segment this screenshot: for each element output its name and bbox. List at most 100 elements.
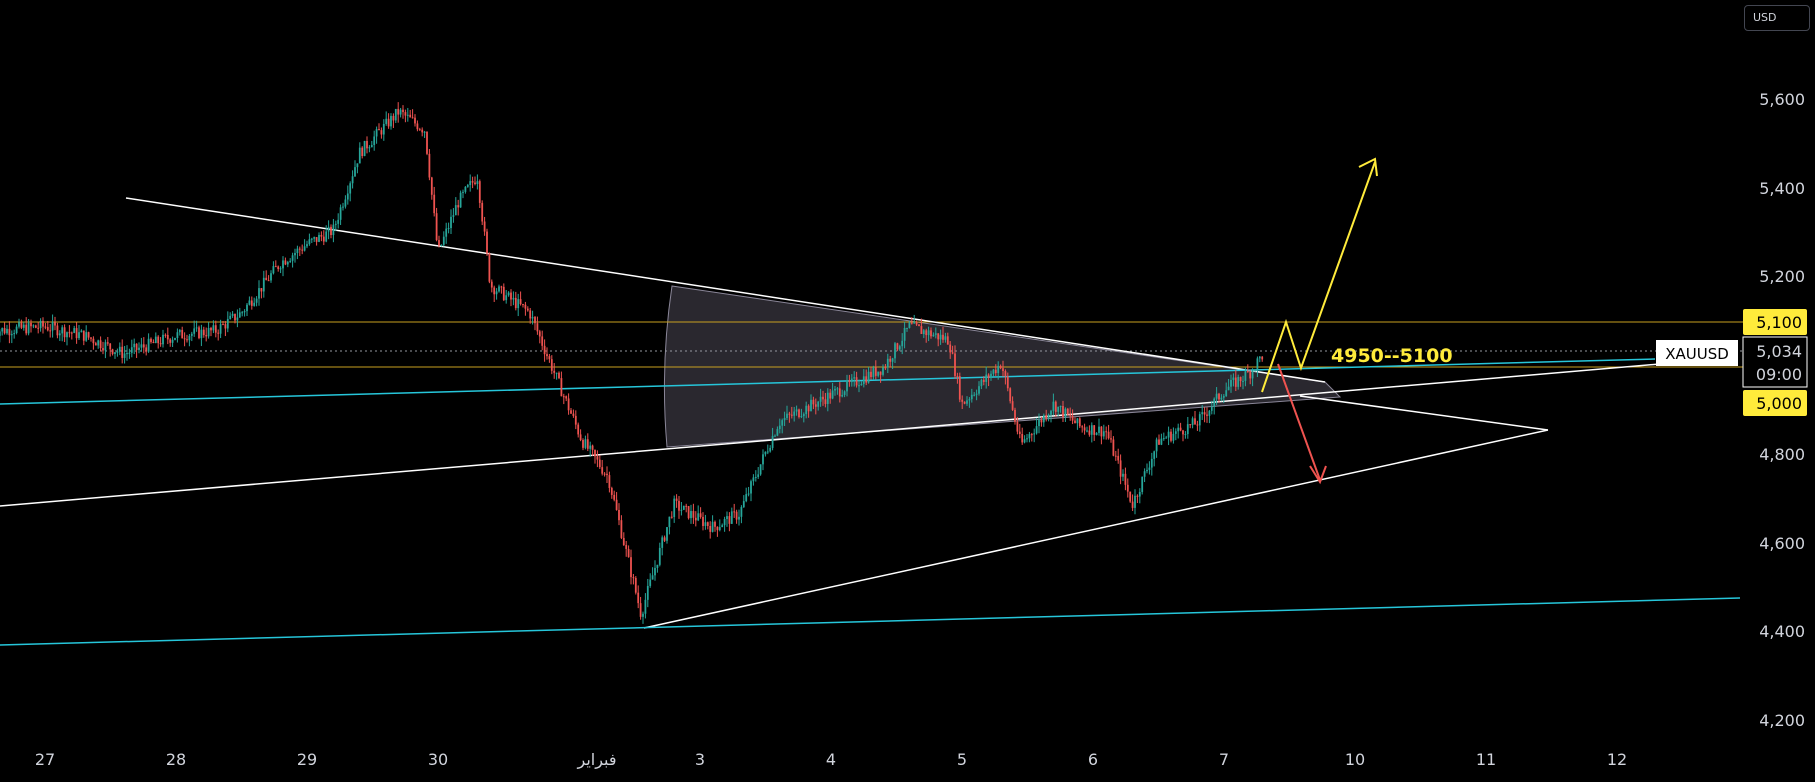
candle-body bbox=[810, 399, 812, 412]
candle-body bbox=[514, 297, 517, 309]
x-tick-label: 27 bbox=[35, 750, 55, 769]
candle-body bbox=[169, 339, 172, 343]
candle-body bbox=[423, 131, 426, 133]
candle-body bbox=[541, 336, 544, 346]
candle-body bbox=[963, 401, 966, 404]
candle-body bbox=[570, 410, 572, 414]
candle-body bbox=[274, 266, 277, 268]
candle-body bbox=[877, 371, 880, 376]
x-tick-label: 12 bbox=[1607, 750, 1627, 769]
candle-body bbox=[668, 516, 671, 528]
candle-body bbox=[354, 167, 356, 177]
candle-body bbox=[128, 352, 131, 354]
candle-body bbox=[435, 213, 438, 241]
candle-body bbox=[380, 130, 383, 135]
candle-body bbox=[942, 334, 944, 340]
candle-body bbox=[1095, 432, 1098, 435]
candle-body bbox=[378, 129, 380, 131]
candle-body bbox=[25, 324, 28, 334]
candle-body bbox=[162, 334, 164, 345]
candle-body bbox=[694, 517, 697, 521]
currency-button[interactable]: USD bbox=[1744, 5, 1810, 31]
candle-body bbox=[1167, 431, 1170, 438]
candle-body bbox=[82, 330, 85, 341]
candle-body bbox=[975, 393, 978, 395]
candle-body bbox=[774, 435, 776, 437]
candle-body bbox=[1198, 414, 1201, 426]
x-tick-label: 5 bbox=[957, 750, 967, 769]
candle-body bbox=[262, 277, 265, 292]
candle-body bbox=[195, 327, 198, 329]
candle-body bbox=[1066, 408, 1069, 415]
ascending-support-line bbox=[643, 429, 1549, 629]
candle-body bbox=[519, 299, 522, 305]
candle-body bbox=[1093, 425, 1096, 435]
candle-body bbox=[776, 429, 779, 436]
candle-body bbox=[94, 343, 97, 346]
candle-body bbox=[834, 388, 836, 391]
candle-body bbox=[709, 525, 712, 532]
candle-body bbox=[874, 367, 877, 376]
candle-body bbox=[550, 359, 553, 371]
candle-body bbox=[92, 338, 95, 344]
candle-body bbox=[20, 322, 23, 328]
candle-body bbox=[138, 347, 140, 350]
candle-body bbox=[231, 313, 234, 316]
candle-body bbox=[534, 317, 536, 324]
last-price-badge bbox=[1742, 336, 1808, 388]
candle-body bbox=[1033, 433, 1036, 435]
candle-body bbox=[536, 323, 539, 332]
candle-body bbox=[944, 336, 947, 340]
candle-body bbox=[1206, 414, 1208, 416]
candle-body bbox=[865, 376, 868, 383]
candle-body bbox=[313, 237, 316, 239]
candle-body bbox=[543, 345, 546, 355]
candle-body bbox=[697, 513, 700, 521]
candle-body bbox=[1230, 379, 1232, 387]
candle-body bbox=[925, 330, 928, 336]
candle-body bbox=[464, 186, 467, 192]
candle-body bbox=[718, 527, 721, 531]
candle-body bbox=[949, 344, 952, 353]
candle-body bbox=[1023, 439, 1026, 443]
candle-body bbox=[646, 585, 649, 600]
candle-body bbox=[255, 298, 258, 303]
candle-body bbox=[409, 114, 412, 118]
candle-body bbox=[27, 322, 30, 334]
candle-body bbox=[901, 340, 904, 347]
candle-body bbox=[591, 445, 594, 450]
candle-body bbox=[1052, 401, 1055, 411]
candle-body bbox=[97, 340, 100, 346]
candle-body bbox=[567, 398, 570, 411]
candle-body bbox=[560, 378, 563, 397]
candle-body bbox=[267, 280, 270, 282]
candle-body bbox=[730, 511, 733, 524]
x-tick-label: 7 bbox=[1219, 750, 1229, 769]
candle-body bbox=[625, 545, 628, 549]
candle-body bbox=[517, 299, 520, 309]
candle-body bbox=[819, 396, 822, 402]
level-badge-5100-text: 5,100 bbox=[1756, 313, 1802, 332]
candle-body bbox=[30, 322, 32, 327]
candle-body bbox=[99, 340, 102, 349]
candle-body bbox=[704, 522, 707, 526]
candle-body bbox=[198, 327, 200, 339]
candle-body bbox=[738, 516, 740, 520]
candle-body bbox=[654, 567, 656, 576]
candle-body bbox=[1107, 431, 1110, 439]
candle-body bbox=[1059, 406, 1062, 408]
candle-body bbox=[462, 191, 464, 193]
candle-body bbox=[644, 599, 647, 614]
candle-body bbox=[49, 330, 52, 332]
candle-body bbox=[471, 181, 474, 183]
x-tick-label: 10 bbox=[1345, 750, 1365, 769]
candle-body bbox=[894, 343, 896, 359]
candle-body bbox=[745, 494, 748, 502]
candle-body bbox=[253, 302, 256, 306]
candle-body bbox=[270, 273, 272, 281]
candle-body bbox=[781, 420, 784, 426]
candle-body bbox=[493, 287, 496, 295]
candle-body bbox=[111, 349, 114, 354]
candle-body bbox=[246, 304, 248, 312]
